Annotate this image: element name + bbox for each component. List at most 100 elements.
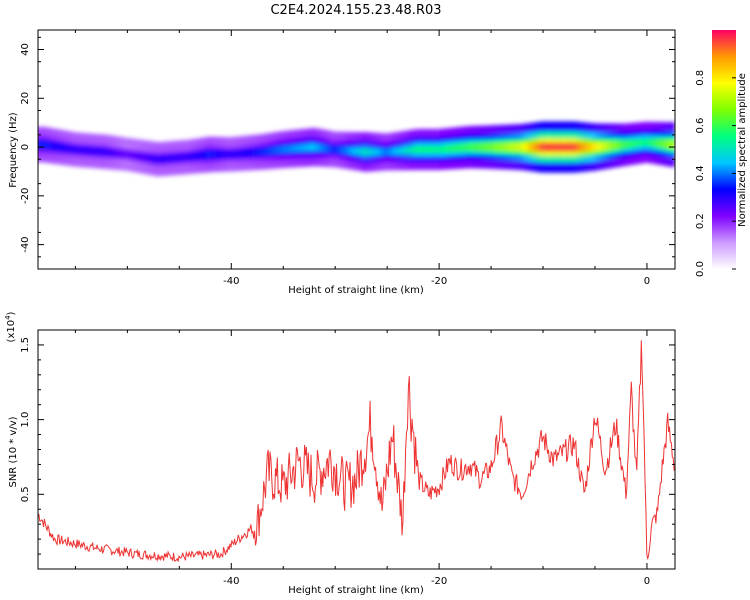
heatmap-cell-355 xyxy=(491,143,499,151)
heatmap-cell-207 xyxy=(299,144,307,152)
heatmap-cell-23 xyxy=(60,144,68,151)
heatmap-cell-183 xyxy=(268,147,276,155)
heatmap-cell-27 xyxy=(65,145,73,152)
heatmap-cell-179 xyxy=(263,148,271,155)
heatmap-cell-471 xyxy=(642,138,650,146)
figure-title: C2E4.2024.155.23.48.R03 xyxy=(270,3,441,18)
heatmap-cell-263 xyxy=(372,148,380,156)
heatmap-cell-475 xyxy=(647,138,655,147)
heatmap-cell-315 xyxy=(439,145,447,153)
heatmap-cell-135 xyxy=(206,151,213,158)
heatmap-cell-379 xyxy=(523,142,530,152)
heatmap-cell-259 xyxy=(367,148,374,156)
heatmap-cell-363 xyxy=(502,143,510,152)
heatmap-cell-335 xyxy=(465,143,473,151)
heatmap-cell-307 xyxy=(429,145,437,154)
heatmap-cell-123 xyxy=(190,153,198,160)
heatmap-cell-35 xyxy=(76,146,83,153)
heatmap-cell-347 xyxy=(481,143,489,151)
x-tick-label-2: 0 xyxy=(644,276,650,287)
heatmap-cell-87 xyxy=(143,154,151,161)
snr-y-tick-label-2: 1.5 xyxy=(20,337,31,353)
heatmap-cell-195 xyxy=(283,145,291,153)
heatmap-cell-319 xyxy=(445,145,452,153)
heatmap-cell-327 xyxy=(455,144,463,152)
spectrogram-x-axis: -40 -20 0 xyxy=(74,30,650,287)
heatmap-cell-231 xyxy=(330,146,338,153)
heatmap-cell-367 xyxy=(507,143,515,152)
heatmap-cell-451 xyxy=(616,141,624,149)
snr-y-axis: 0.5 1.0 1.5 xyxy=(20,337,675,555)
heatmap-cell-371 xyxy=(512,143,520,152)
heatmap-cell-491 xyxy=(668,140,675,149)
heatmap-cell-163 xyxy=(242,150,250,157)
heatmap-cell-67 xyxy=(117,150,125,157)
heatmap-cell-343 xyxy=(476,143,484,151)
colorbar-tick-label-3: 0.6 xyxy=(695,118,706,134)
heatmap-cell-399 xyxy=(548,142,556,152)
y-tick-label-3: 20 xyxy=(20,92,31,105)
snr-series-line xyxy=(38,340,675,562)
heatmap-cell-7 xyxy=(39,141,47,148)
heatmap-cell-291 xyxy=(408,146,416,154)
heatmap-cell-427 xyxy=(585,142,593,152)
heatmap-cell-275 xyxy=(387,148,395,155)
heatmap-cell-191 xyxy=(278,146,286,153)
heatmap-cell-79 xyxy=(133,152,141,159)
snr-panel: -40 -20 0 0.5 1.0 1.5 Height of straight lin… xyxy=(4,311,676,596)
heatmap-cell-139 xyxy=(211,151,219,158)
snr-x-axis: -40 -20 0 xyxy=(74,330,650,587)
heatmap-cell-447 xyxy=(611,141,619,150)
heatmap-cell-463 xyxy=(632,139,639,148)
heatmap-cell-3 xyxy=(38,141,42,148)
heatmap-cell-239 xyxy=(341,146,348,154)
spectrogram-y-label: Frequency (Hz) xyxy=(8,112,19,188)
heatmap-cell-43 xyxy=(86,147,94,154)
heatmap-cell-331 xyxy=(460,143,468,152)
x-tick-label-1: -20 xyxy=(431,576,447,587)
heatmap-cell-419 xyxy=(574,142,582,152)
heatmap-cell-15 xyxy=(50,142,57,150)
heatmap-cell-63 xyxy=(112,150,120,157)
heatmap-cell-95 xyxy=(154,156,161,163)
colorbar-tick-label-0: 0.0 xyxy=(695,261,706,277)
y-tick-label-0: -40 xyxy=(20,236,31,252)
spectrogram-panel: -40 -20 0 -40 -20 0 20 40 Height of straight l… xyxy=(8,29,676,296)
heatmap-cell-111 xyxy=(174,154,182,161)
heatmap-cell-223 xyxy=(320,144,328,152)
heatmap-cell-443 xyxy=(606,141,613,150)
heatmap-cell-211 xyxy=(304,144,312,151)
heatmap-cell-159 xyxy=(237,150,245,157)
heatmap-cell-403 xyxy=(554,142,561,152)
heatmap-cell-167 xyxy=(247,149,255,156)
heatmap-cell-19 xyxy=(55,143,63,151)
colorbar-tick-label-1: 0.2 xyxy=(695,213,706,229)
heatmap-cell-339 xyxy=(471,143,478,151)
heatmap-cell-431 xyxy=(590,142,598,152)
spectrogram-heatmap xyxy=(38,121,675,177)
heatmap-cell-91 xyxy=(148,155,156,162)
heatmap-cell-75 xyxy=(128,152,135,158)
snr-y-scale-base: (x10 xyxy=(6,320,17,343)
x-tick-label-0: -40 xyxy=(223,276,239,287)
heatmap-cell-131 xyxy=(200,151,208,159)
svg-text:(x104): (x104) xyxy=(4,311,17,342)
heatmap-cell-395 xyxy=(543,142,551,152)
heatmap-cell-267 xyxy=(377,148,385,156)
heatmap-cell-251 xyxy=(356,148,364,155)
heatmap-cell-31 xyxy=(70,146,78,153)
heatmap-cell-247 xyxy=(351,147,359,155)
heatmap-cell-295 xyxy=(413,145,421,154)
heatmap-cell-435 xyxy=(595,142,603,151)
snr-y-label: SNR (10 * v/v) xyxy=(8,416,19,487)
heatmap-cell-303 xyxy=(424,145,432,154)
snr-x-label: Height of straight line (km) xyxy=(288,585,424,596)
heatmap-cell-467 xyxy=(637,139,645,147)
heatmap-cell-271 xyxy=(382,148,390,156)
heatmap-cell-215 xyxy=(309,143,317,151)
heatmap-cell-175 xyxy=(258,148,265,156)
y-tick-label-1: -20 xyxy=(20,188,31,204)
heatmap-cell-411 xyxy=(564,142,572,152)
heatmap-cell-351 xyxy=(486,143,494,151)
heatmap-cell-487 xyxy=(663,140,671,148)
